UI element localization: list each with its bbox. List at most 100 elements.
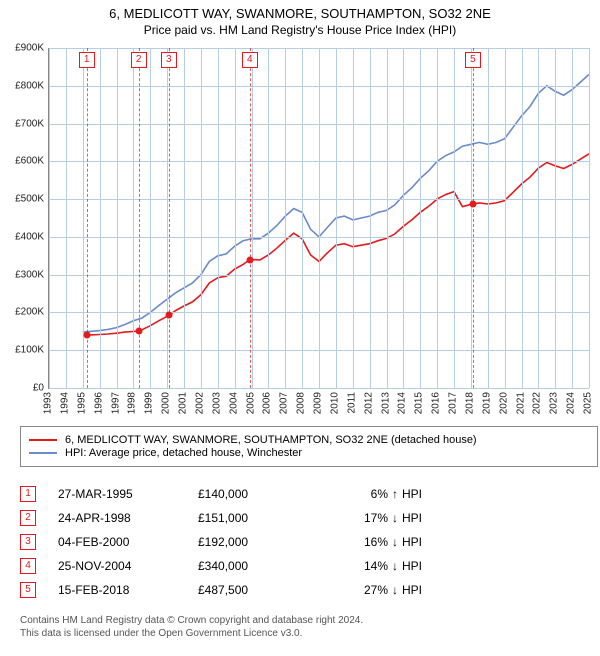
sales-row-price: £151,000 — [198, 511, 318, 525]
x-tick-label: 2023 — [549, 392, 560, 414]
sale-dot — [135, 327, 142, 334]
sales-row-hpi-label: HPI — [402, 583, 422, 597]
sales-row-date: 24-APR-1998 — [58, 511, 198, 525]
chart: 12345 £0£100K£200K£300K£400K£500K£600K£7… — [0, 48, 600, 416]
x-tick-label: 2013 — [380, 392, 391, 414]
x-tick-label: 2011 — [346, 392, 357, 414]
sale-dot — [469, 200, 476, 207]
title-address: 6, MEDLICOTT WAY, SWANMORE, SOUTHAMPTON,… — [0, 6, 600, 21]
y-tick-label: £600K — [15, 156, 44, 167]
x-tick-label: 1998 — [127, 392, 138, 414]
sales-row-marker: 3 — [20, 534, 36, 550]
sales-row-pct: 6% — [318, 487, 388, 501]
sales-row-hpi-label: HPI — [402, 559, 422, 573]
x-tick-label: 2014 — [397, 392, 408, 414]
sales-row-arrow: ↓ — [392, 535, 398, 549]
legend-label-hpi: HPI: Average price, detached house, Winc… — [65, 447, 302, 459]
x-tick-label: 1996 — [93, 392, 104, 414]
sale-marker-box: 2 — [131, 52, 147, 68]
footer: Contains HM Land Registry data © Crown c… — [20, 614, 363, 640]
x-tick-label: 2009 — [313, 392, 324, 414]
x-tick-label: 1999 — [144, 392, 155, 414]
sales-row-date: 27-MAR-1995 — [58, 487, 198, 501]
sales-row-pct: 14% — [318, 559, 388, 573]
sales-row: 1 27-MAR-1995£140,0006% ↑ HPI — [20, 483, 580, 505]
sales-table: 1 27-MAR-1995£140,0006% ↑ HPI 2 24-APR-1998£1… — [20, 481, 580, 603]
x-tick-label: 2002 — [194, 392, 205, 414]
sales-row: 2 24-APR-1998£151,00017% ↓ HPI — [20, 507, 580, 529]
x-tick-label: 2004 — [228, 392, 239, 414]
sales-row-pct: 17% — [318, 511, 388, 525]
footer-line2: This data is licensed under the Open Gov… — [20, 627, 363, 640]
x-tick-label: 2003 — [211, 392, 222, 414]
legend-swatch-property — [29, 439, 57, 441]
legend-swatch-hpi — [29, 452, 57, 454]
x-tick-label: 2024 — [566, 392, 577, 414]
y-tick-label: £800K — [15, 80, 44, 91]
sales-row-arrow: ↑ — [392, 487, 398, 501]
sales-row-price: £340,000 — [198, 559, 318, 573]
sales-row-price: £487,500 — [198, 583, 318, 597]
legend-item-hpi: HPI: Average price, detached house, Winc… — [29, 447, 589, 459]
legend-item-property: 6, MEDLICOTT WAY, SWANMORE, SOUTHAMPTON,… — [29, 434, 589, 446]
sales-row-pct: 16% — [318, 535, 388, 549]
x-tick-label: 2008 — [296, 392, 307, 414]
x-tick-label: 2019 — [481, 392, 492, 414]
sales-row-marker: 2 — [20, 510, 36, 526]
x-tick-label: 2012 — [363, 392, 374, 414]
x-tick-label: 2025 — [583, 392, 594, 414]
sales-row-date: 25-NOV-2004 — [58, 559, 198, 573]
legend: 6, MEDLICOTT WAY, SWANMORE, SOUTHAMPTON,… — [20, 426, 598, 467]
sales-row-arrow: ↓ — [392, 511, 398, 525]
property-line — [87, 154, 589, 335]
sales-row-arrow: ↓ — [392, 559, 398, 573]
x-tick-label: 2020 — [498, 392, 509, 414]
x-tick-label: 2001 — [178, 392, 189, 414]
title-subtitle: Price paid vs. HM Land Registry's House … — [0, 23, 600, 37]
sales-row-marker: 4 — [20, 558, 36, 574]
sales-row-price: £192,000 — [198, 535, 318, 549]
x-tick-label: 2016 — [431, 392, 442, 414]
x-tick-label: 2010 — [329, 392, 340, 414]
sales-row-pct: 27% — [318, 583, 388, 597]
sales-row-hpi-label: HPI — [402, 535, 422, 549]
sale-dot — [83, 332, 90, 339]
sale-marker-box: 4 — [242, 52, 258, 68]
footer-line1: Contains HM Land Registry data © Crown c… — [20, 614, 363, 627]
x-tick-label: 2000 — [161, 392, 172, 414]
y-tick-label: £500K — [15, 194, 44, 205]
x-tick-label: 2007 — [279, 392, 290, 414]
x-tick-label: 2006 — [262, 392, 273, 414]
sales-row-marker: 5 — [20, 582, 36, 598]
sales-row: 3 04-FEB-2000£192,00016% ↓ HPI — [20, 531, 580, 553]
y-tick-label: £200K — [15, 307, 44, 318]
sale-marker-box: 3 — [161, 52, 177, 68]
sale-dot — [246, 256, 253, 263]
x-tick-label: 2018 — [464, 392, 475, 414]
sales-row-hpi-label: HPI — [402, 511, 422, 525]
x-tick-label: 2022 — [532, 392, 543, 414]
x-tick-label: 2015 — [414, 392, 425, 414]
sales-row: 4 25-NOV-2004£340,00014% ↓ HPI — [20, 555, 580, 577]
y-tick-label: £300K — [15, 269, 44, 280]
sales-row-price: £140,000 — [198, 487, 318, 501]
sales-row-hpi-label: HPI — [402, 487, 422, 501]
container: 6, MEDLICOTT WAY, SWANMORE, SOUTHAMPTON,… — [0, 6, 600, 656]
y-tick-label: £900K — [15, 43, 44, 54]
sales-row-arrow: ↓ — [392, 583, 398, 597]
plot-area: 12345 — [48, 48, 589, 389]
sale-dot — [165, 312, 172, 319]
y-tick-label: £700K — [15, 118, 44, 129]
x-tick-label: 2021 — [515, 392, 526, 414]
y-tick-label: £100K — [15, 345, 44, 356]
x-tick-label: 1997 — [110, 392, 121, 414]
x-tick-label: 2005 — [245, 392, 256, 414]
sales-row-date: 04-FEB-2000 — [58, 535, 198, 549]
sales-row: 515-FEB-2018£487,50027%↓HPI — [20, 579, 580, 601]
legend-label-property: 6, MEDLICOTT WAY, SWANMORE, SOUTHAMPTON,… — [65, 434, 477, 446]
x-tick-label: 1995 — [76, 392, 87, 414]
sales-row-marker: 1 — [20, 486, 36, 502]
sale-marker-box: 1 — [79, 52, 95, 68]
y-tick-label: £400K — [15, 231, 44, 242]
x-tick-label: 1994 — [59, 392, 70, 414]
